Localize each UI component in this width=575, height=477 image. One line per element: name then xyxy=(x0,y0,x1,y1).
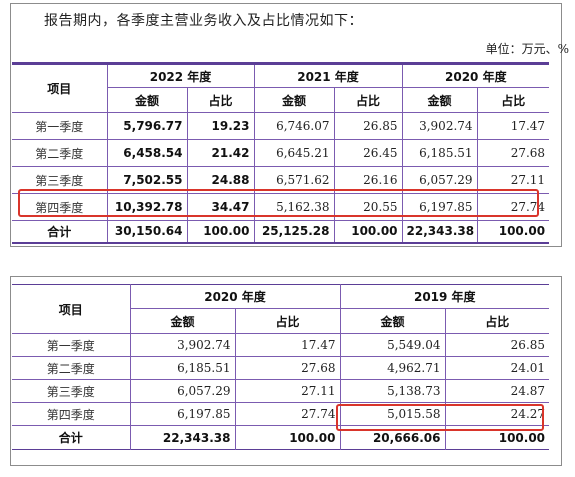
row-label: 第二季度 xyxy=(12,356,131,380)
cell-2019-amount: 4,962.71 xyxy=(340,356,446,380)
table-row-q1: 第一季度 3,902.74 17.47 5,549.04 26.85 xyxy=(12,333,550,357)
cell-2021-amount: 6,645.21 xyxy=(254,139,335,167)
row-label-total: 合计 xyxy=(12,220,108,243)
cell-2020-share: 17.47 xyxy=(477,112,550,140)
cell-2021-amount: 6,571.62 xyxy=(254,166,335,194)
table-row-q4: 第四季度 6,197.85 27.74 5,015.58 24.27 xyxy=(12,402,550,426)
column-header-share: 占比 xyxy=(187,87,255,113)
cell-2022-share-total: 100.00 xyxy=(187,220,255,243)
cell-2020-amount: 6,197.85 xyxy=(402,193,478,221)
cell-2022-share: 19.23 xyxy=(187,112,255,140)
cell-2020-amount: 3,902.74 xyxy=(130,333,236,357)
cell-2019-share-total: 100.00 xyxy=(498,430,546,445)
quarterly-revenue-table-2020-2022: 项目 2022 年度 2021 年度 2020 年度 金额 占比 金额 占比 金… xyxy=(12,62,550,244)
column-header-share: 占比 xyxy=(445,308,550,334)
cell-2021-amount-total: 25,125.28 xyxy=(254,220,335,243)
cell-2021-share-total: 100.00 xyxy=(334,220,403,243)
cell-2020-share: 17.47 xyxy=(235,333,341,357)
cell-2019-amount-total: 20,666.06 xyxy=(340,425,446,450)
intro-text: 报告期内，各季度主营业务收入及占比情况如下： xyxy=(44,13,363,29)
table-row-q2: 第二季度 6,458.54 21.42 6,645.21 26.45 6,185… xyxy=(12,139,550,167)
unit-label: 单位：万元、% xyxy=(485,42,569,56)
cell-2020-amount-total: 22,343.38 xyxy=(402,220,478,243)
cell-2019-amount: 5,549.04 xyxy=(340,333,446,357)
column-header-share: 占比 xyxy=(477,87,550,113)
cell-2021-amount: 6,746.07 xyxy=(254,112,335,140)
row-label-total: 合计 xyxy=(12,425,131,450)
cell-2020-amount: 6,057.29 xyxy=(402,166,478,194)
row-label: 第二季度 xyxy=(12,139,108,167)
cell-2022-amount: 7,502.55 xyxy=(107,166,188,194)
header-row-metrics: 金额 占比 金额 占比 xyxy=(12,308,550,334)
cell-2021-amount: 5,162.38 xyxy=(254,193,335,221)
cell-2020-amount-total: 22,343.38 xyxy=(130,425,236,450)
column-header-share: 占比 xyxy=(334,87,403,113)
column-header-amount: 金额 xyxy=(130,308,236,334)
cell-2019-share: 26.85 xyxy=(445,333,550,357)
table-row-total: 合计 30,150.64 100.00 25,125.28 100.00 22,… xyxy=(12,220,549,243)
row-label: 第一季度 xyxy=(12,112,108,140)
row-label: 第四季度 xyxy=(12,402,131,426)
cell-2021-share: 26.45 xyxy=(334,139,403,167)
cell-2020-share: 27.68 xyxy=(477,139,550,167)
header-row-metrics: 金额 占比 金额 占比 金额 占比 xyxy=(12,87,550,113)
cell-2022-share: 21.42 xyxy=(187,139,255,167)
header-row-years: 项目 2020 年度 2019 年度 xyxy=(12,284,550,334)
cell-2022-amount: 5,796.77 xyxy=(107,112,188,140)
header-row-years: 项目 2022 年度 2021 年度 2020 年度 xyxy=(12,63,550,113)
cell-2019-share: 24.87 xyxy=(445,379,550,403)
column-header-amount: 金额 xyxy=(107,87,188,113)
row-label: 第四季度 xyxy=(12,193,108,221)
table-row-q4: 第四季度 10,392.78 34.47 5,162.38 20.55 6,19… xyxy=(12,193,550,221)
column-header-share: 占比 xyxy=(235,308,341,334)
table-row-q3: 第三季度 7,502.55 24.88 6,571.62 26.16 6,057… xyxy=(12,166,550,194)
column-header-year-2019: 2019 年度 xyxy=(340,284,550,309)
cell-2021-share: 26.85 xyxy=(334,112,403,140)
cell-2020-amount: 6,057.29 xyxy=(130,379,236,403)
table-row-q2: 第二季度 6,185.51 27.68 4,962.71 24.01 xyxy=(12,356,550,380)
row-label: 第一季度 xyxy=(12,333,131,357)
cell-2020-share: 27.74 xyxy=(477,193,550,221)
table-row-total: 合计 22,343.38 100.00 20,666.06 100.00 xyxy=(12,425,549,450)
column-header-year-2020: 2020 年度 xyxy=(130,284,341,309)
column-header-item: 项目 xyxy=(12,284,131,334)
column-header-year-2020: 2020 年度 xyxy=(402,63,550,88)
row-label: 第三季度 xyxy=(12,379,131,403)
cell-2020-amount: 6,185.51 xyxy=(130,356,236,380)
column-header-amount: 金额 xyxy=(254,87,335,113)
table-row-q3: 第三季度 6,057.29 27.11 5,138.73 24.87 xyxy=(12,379,550,403)
cell-2022-amount-total: 30,150.64 xyxy=(107,220,188,243)
cell-2020-share: 27.11 xyxy=(477,166,550,194)
cell-2022-share: 24.88 xyxy=(187,166,255,194)
cell-2020-amount: 6,185.51 xyxy=(402,139,478,167)
cell-2019-share: 24.27 xyxy=(445,402,550,426)
row-label: 第三季度 xyxy=(12,166,108,194)
table-row-q1: 第一季度 5,796.77 19.23 6,746.07 26.85 3,902… xyxy=(12,112,550,140)
quarterly-revenue-table-2019-2020: 项目 2020 年度 2019 年度 金额 占比 金额 占比 第一季度 3,90… xyxy=(12,284,550,450)
cell-2020-amount: 6,197.85 xyxy=(130,402,236,426)
cell-2021-share: 26.16 xyxy=(334,166,403,194)
cell-2020-amount: 3,902.74 xyxy=(402,112,478,140)
cell-2020-share: 27.68 xyxy=(235,356,341,380)
column-header-item: 项目 xyxy=(12,63,108,113)
cell-2020-share-total: 100.00 xyxy=(498,224,546,239)
cell-2022-amount: 6,458.54 xyxy=(107,139,188,167)
cell-2022-amount: 10,392.78 xyxy=(107,193,188,221)
cell-2021-share: 20.55 xyxy=(334,193,403,221)
cell-2019-share: 24.01 xyxy=(445,356,550,380)
column-header-year-2021: 2021 年度 xyxy=(254,63,403,88)
cell-2019-amount: 5,015.58 xyxy=(340,402,446,426)
cell-2019-amount: 5,138.73 xyxy=(340,379,446,403)
column-header-year-2022: 2022 年度 xyxy=(107,63,255,88)
cell-2020-share: 27.74 xyxy=(235,402,341,426)
cell-2022-share: 34.47 xyxy=(187,193,255,221)
column-header-amount: 金额 xyxy=(340,308,446,334)
cell-2020-share: 27.11 xyxy=(235,379,341,403)
cell-2020-share-total: 100.00 xyxy=(235,425,341,450)
column-header-amount: 金额 xyxy=(402,87,478,113)
